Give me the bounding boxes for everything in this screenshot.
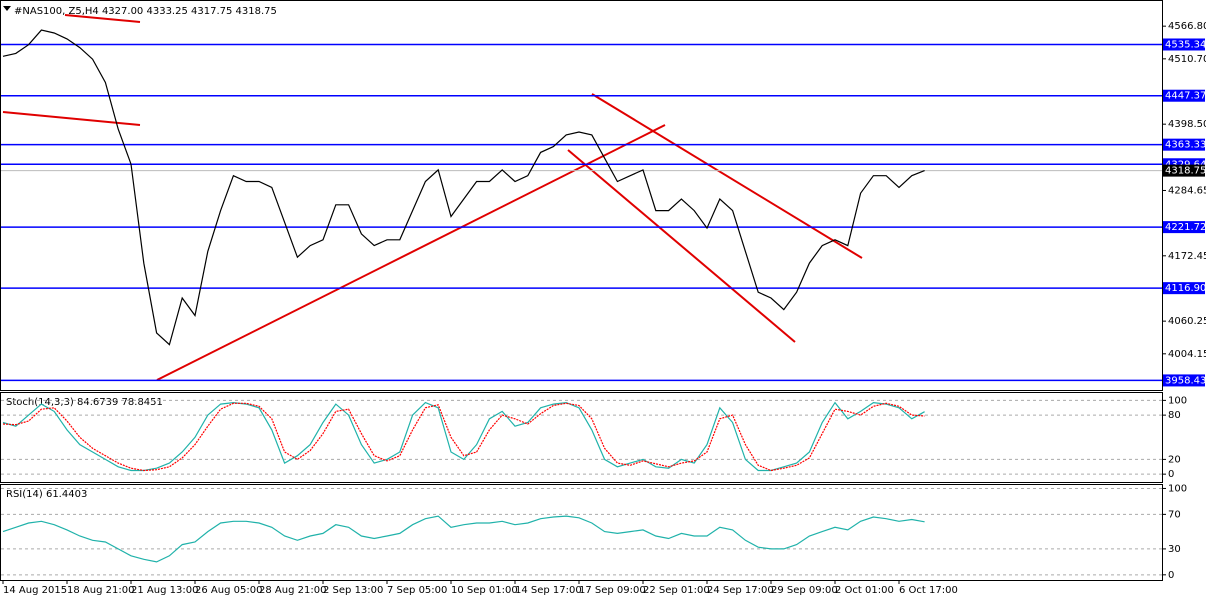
y-tick-label: 4172.45 — [1168, 251, 1206, 262]
x-tick-label: 7 Sep 05:00 — [387, 585, 447, 596]
trend-line — [64, 14, 141, 23]
y-tick-label: 80 — [1168, 410, 1181, 421]
y-tick-label: 0 — [1168, 570, 1174, 581]
level-label-box — [1163, 38, 1205, 51]
level-label-box — [1163, 138, 1205, 151]
x-tick-label: 26 Aug 05:00 — [195, 585, 262, 596]
level-label-box — [1163, 374, 1205, 387]
series-line — [2, 401, 925, 472]
last-price-box — [1163, 164, 1205, 177]
x-tick-label: 2 Oct 01:00 — [835, 585, 894, 596]
y-tick-label: 20 — [1168, 454, 1181, 465]
y-tick-label: 4060.25 — [1168, 316, 1206, 327]
x-tick-label: 17 Sep 09:00 — [579, 585, 646, 596]
y-tick-label: 70 — [1168, 509, 1181, 520]
series-line — [2, 402, 925, 472]
level-label: 4221.72 — [1165, 222, 1206, 233]
y-tick-label: 4284.65 — [1168, 185, 1206, 196]
panel-title: #NAS100, Z5,H4 4327.00 4333.25 4317.75 4… — [14, 6, 277, 17]
y-tick-label: 100 — [1168, 395, 1187, 406]
x-tick-label: 10 Sep 01:00 — [451, 585, 518, 596]
panel-title: Stoch(14,3,3) 84.6739 78.8451 — [6, 397, 163, 408]
level-label: 4116.90 — [1165, 283, 1206, 294]
series-line — [2, 29, 925, 346]
y-tick-label: 4004.15 — [1168, 349, 1206, 360]
y-tick-label: 4566.80 — [1168, 21, 1206, 32]
x-tick-label: 6 Oct 17:00 — [899, 585, 958, 596]
level-label: 3958.43 — [1165, 375, 1206, 386]
x-tick-label: 21 Aug 13:00 — [131, 585, 198, 596]
level-label: 4447.37 — [1165, 91, 1206, 102]
level-label: 4363.33 — [1165, 140, 1206, 151]
x-tick-label: 18 Aug 21:00 — [67, 585, 134, 596]
panel-title: RSI(14) 61.4403 — [6, 489, 87, 500]
x-tick-label: 24 Sep 17:00 — [707, 585, 774, 596]
x-tick-label: 22 Sep 01:00 — [643, 585, 710, 596]
level-label-box — [1163, 221, 1205, 234]
y-tick-label: 100 — [1168, 483, 1187, 494]
series-line — [2, 515, 925, 563]
trend-line — [2, 111, 141, 126]
stoch-panel — [0, 392, 1163, 483]
y-tick-label: 4510.70 — [1168, 54, 1206, 65]
x-tick-label: 2 Sep 13:00 — [323, 585, 383, 596]
y-tick-label: 4398.50 — [1168, 119, 1206, 130]
level-label: 4535.34 — [1165, 39, 1206, 50]
rsi-panel — [0, 484, 1163, 581]
trend-line — [156, 124, 666, 381]
x-tick-label: 14 Sep 17:00 — [515, 585, 582, 596]
level-label-box — [1163, 89, 1205, 102]
x-tick-label: 28 Aug 21:00 — [259, 585, 326, 596]
x-tick-label: 29 Sep 09:00 — [771, 585, 838, 596]
x-tick-label: 14 Aug 2015 — [3, 585, 67, 596]
trend-lines — [2, 14, 863, 381]
title-arrow — [3, 6, 11, 11]
trend-line — [591, 93, 863, 259]
level-label-box — [1163, 282, 1205, 295]
last-price-label: 4318.75 — [1165, 166, 1206, 177]
y-tick-label: 30 — [1168, 544, 1181, 555]
price-panel — [0, 0, 1163, 391]
y-tick-label: 0 — [1168, 469, 1174, 480]
trend-line — [567, 149, 796, 343]
